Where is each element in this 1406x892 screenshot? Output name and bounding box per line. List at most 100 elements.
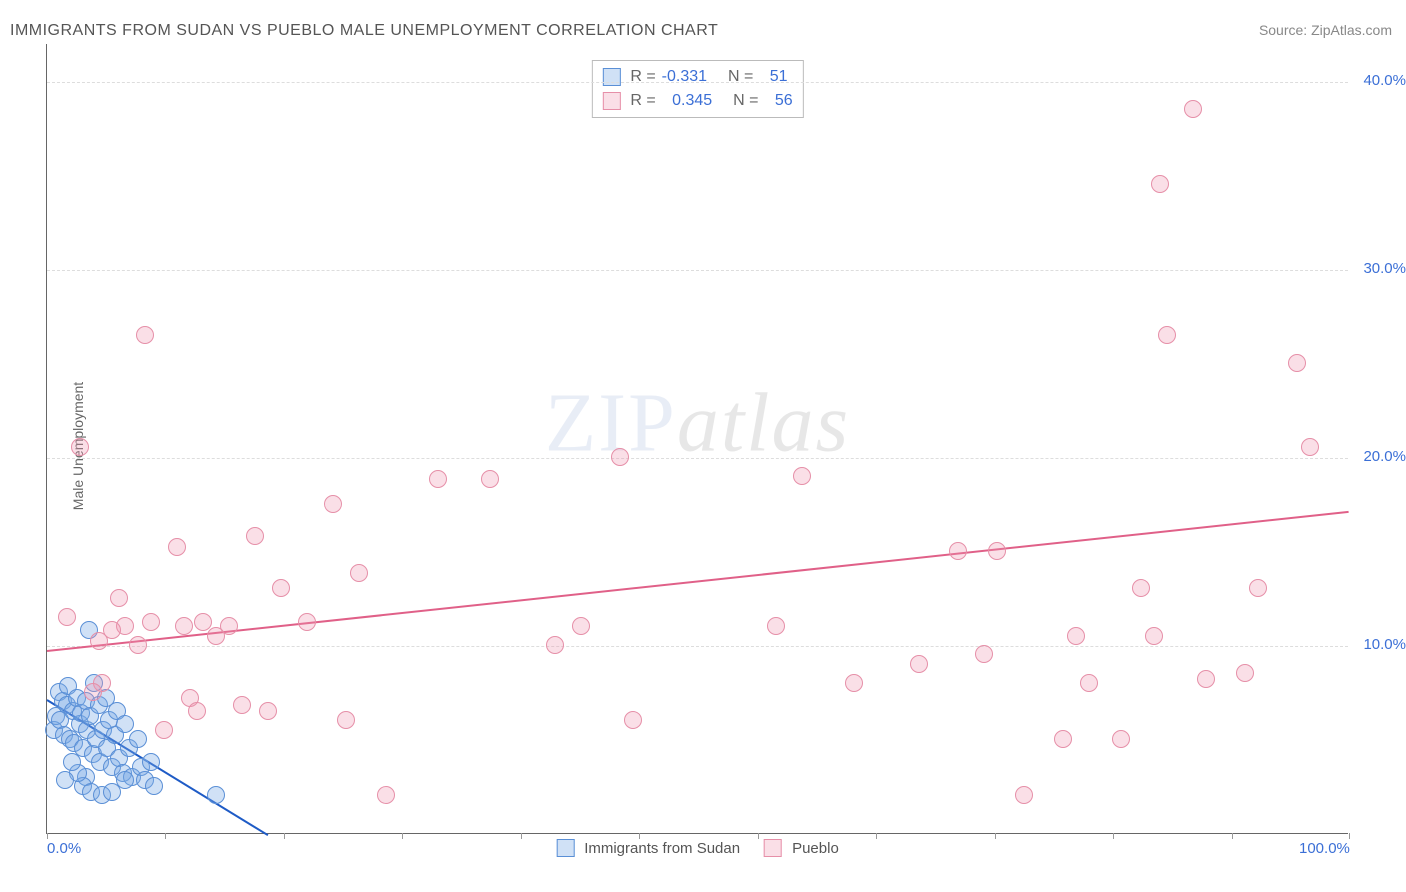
legend-r-label: R = [630,89,655,113]
legend-r-label: R = [630,65,655,89]
scatter-point-sudan [145,777,163,795]
scatter-point-pueblo [71,438,89,456]
scatter-point-pueblo [1288,354,1306,372]
x-tick [995,833,996,839]
scatter-point-pueblo [136,326,154,344]
scatter-point-pueblo [481,470,499,488]
gridline-h [47,646,1348,647]
scatter-point-pueblo [84,683,102,701]
scatter-point-pueblo [767,617,785,635]
x-tick [639,833,640,839]
scatter-point-sudan [129,730,147,748]
scatter-point-pueblo [324,495,342,513]
scatter-point-pueblo [1112,730,1130,748]
scatter-point-sudan [207,786,225,804]
scatter-point-sudan [116,715,134,733]
y-tick-label: 40.0% [1363,72,1406,89]
scatter-point-pueblo [272,579,290,597]
legend-r-value-sudan: -0.331 [662,65,707,89]
legend-row-sudan: R = -0.331 N = 51 [602,65,792,89]
scatter-point-pueblo [1151,175,1169,193]
scatter-point-pueblo [845,674,863,692]
x-tick [47,833,48,839]
scatter-point-pueblo [572,617,590,635]
scatter-point-pueblo [1236,664,1254,682]
scatter-point-pueblo [624,711,642,729]
scatter-point-pueblo [1015,786,1033,804]
scatter-point-pueblo [611,448,629,466]
bottom-label-sudan: Immigrants from Sudan [584,840,740,857]
source-attribution: Source: ZipAtlas.com [1259,22,1392,38]
x-tick [1113,833,1114,839]
scatter-point-pueblo [1184,100,1202,118]
chart-title: IMMIGRANTS FROM SUDAN VS PUEBLO MALE UNE… [10,22,718,40]
correlation-legend: R = -0.331 N = 51 R = 0.345 N = 56 [591,60,803,118]
scatter-point-pueblo [1054,730,1072,748]
scatter-point-pueblo [429,470,447,488]
scatter-point-pueblo [975,645,993,663]
scatter-point-pueblo [337,711,355,729]
x-tick [758,833,759,839]
scatter-point-pueblo [246,527,264,545]
scatter-plot: ZIPatlas R = -0.331 N = 51 R = 0.345 N =… [46,44,1348,834]
scatter-point-pueblo [110,589,128,607]
series-legend: Immigrants from Sudan Pueblo [556,839,839,857]
scatter-point-pueblo [298,613,316,631]
watermark-atlas: atlas [677,376,850,469]
scatter-point-pueblo [546,636,564,654]
watermark: ZIPatlas [545,374,850,471]
legend-r-value-pueblo: 0.345 [672,89,712,113]
x-tick [1349,833,1350,839]
x-tick [402,833,403,839]
x-tick [521,833,522,839]
x-tick [165,833,166,839]
scatter-point-pueblo [103,621,121,639]
scatter-point-pueblo [350,564,368,582]
x-tick [284,833,285,839]
x-tick [876,833,877,839]
scatter-point-pueblo [1301,438,1319,456]
scatter-point-sudan [63,753,81,771]
x-tick [1232,833,1233,839]
scatter-point-pueblo [259,702,277,720]
scatter-point-sudan [56,771,74,789]
legend-row-pueblo: R = 0.345 N = 56 [602,89,792,113]
scatter-point-pueblo [188,702,206,720]
y-tick-label: 10.0% [1363,636,1406,653]
scatter-point-pueblo [1080,674,1098,692]
x-tick-label: 100.0% [1299,840,1350,857]
scatter-point-pueblo [1249,579,1267,597]
legend-swatch-pueblo [602,92,620,110]
y-tick-label: 30.0% [1363,260,1406,277]
y-tick-label: 20.0% [1363,448,1406,465]
legend-n-value-sudan: 51 [770,65,788,89]
scatter-point-pueblo [377,786,395,804]
scatter-point-sudan [142,753,160,771]
bottom-swatch-sudan [556,839,574,857]
scatter-point-pueblo [793,467,811,485]
scatter-point-pueblo [58,608,76,626]
x-tick-label: 0.0% [47,840,81,857]
scatter-point-pueblo [949,542,967,560]
scatter-point-pueblo [207,627,225,645]
bottom-label-pueblo: Pueblo [792,840,839,857]
legend-n-value-pueblo: 56 [775,89,793,113]
scatter-point-pueblo [233,696,251,714]
scatter-point-sudan [116,771,134,789]
legend-n-label: N = [733,89,758,113]
gridline-h [47,458,1348,459]
gridline-h [47,82,1348,83]
scatter-point-pueblo [168,538,186,556]
gridline-h [47,270,1348,271]
scatter-point-pueblo [155,721,173,739]
scatter-point-pueblo [129,636,147,654]
scatter-point-pueblo [142,613,160,631]
scatter-point-pueblo [1197,670,1215,688]
scatter-point-pueblo [1145,627,1163,645]
scatter-point-pueblo [175,617,193,635]
legend-n-label: N = [728,65,753,89]
scatter-point-pueblo [1158,326,1176,344]
scatter-point-pueblo [1132,579,1150,597]
scatter-point-pueblo [988,542,1006,560]
legend-swatch-sudan [602,68,620,86]
